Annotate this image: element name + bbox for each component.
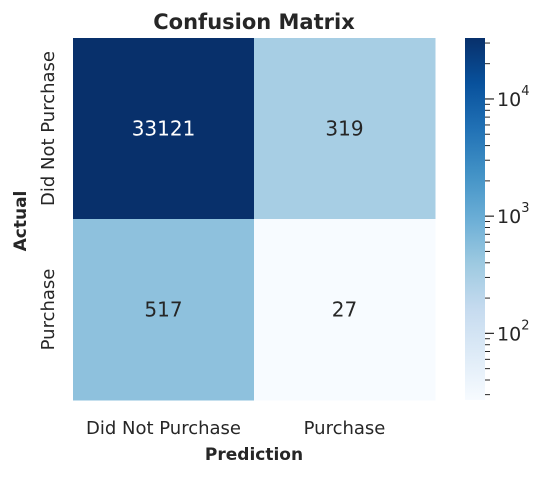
colorbar-tick-label: 104: [497, 84, 529, 111]
heatmap-cell-1-0: [73, 219, 255, 401]
x-tick-labels: Did Not Purchase Purchase: [86, 418, 385, 439]
cell-value-0-0: 33121: [132, 117, 196, 141]
y-tick-labels: Did Not Purchase Purchase: [38, 51, 59, 350]
cell-value-1-1: 27: [332, 298, 357, 322]
cell-annotations: 33121 319 517 27: [132, 117, 364, 322]
x-tick-label: Purchase: [304, 418, 386, 439]
colorbar-tick-label: 103: [497, 201, 529, 228]
heatmap-cell-1-1: [254, 219, 436, 401]
cell-value-0-1: 319: [325, 117, 363, 141]
y-tick-label: Did Not Purchase: [38, 51, 59, 206]
y-axis-label: Actual: [11, 191, 31, 252]
colorbar: [465, 38, 485, 400]
x-tick-label: Did Not Purchase: [86, 418, 241, 439]
y-tick-label: Purchase: [38, 269, 59, 351]
colorbar-tick-label: 102: [497, 318, 529, 345]
heatmap-cell-0-1: [254, 38, 436, 220]
heatmap-cells: [73, 38, 436, 401]
cell-value-1-0: 517: [144, 298, 182, 322]
heatmap-cell-0-0: [73, 38, 255, 220]
chart-title: Confusion Matrix: [153, 10, 355, 34]
x-axis-label: Prediction: [205, 445, 303, 465]
colorbar-ticks: 102 103 104: [485, 42, 529, 396]
